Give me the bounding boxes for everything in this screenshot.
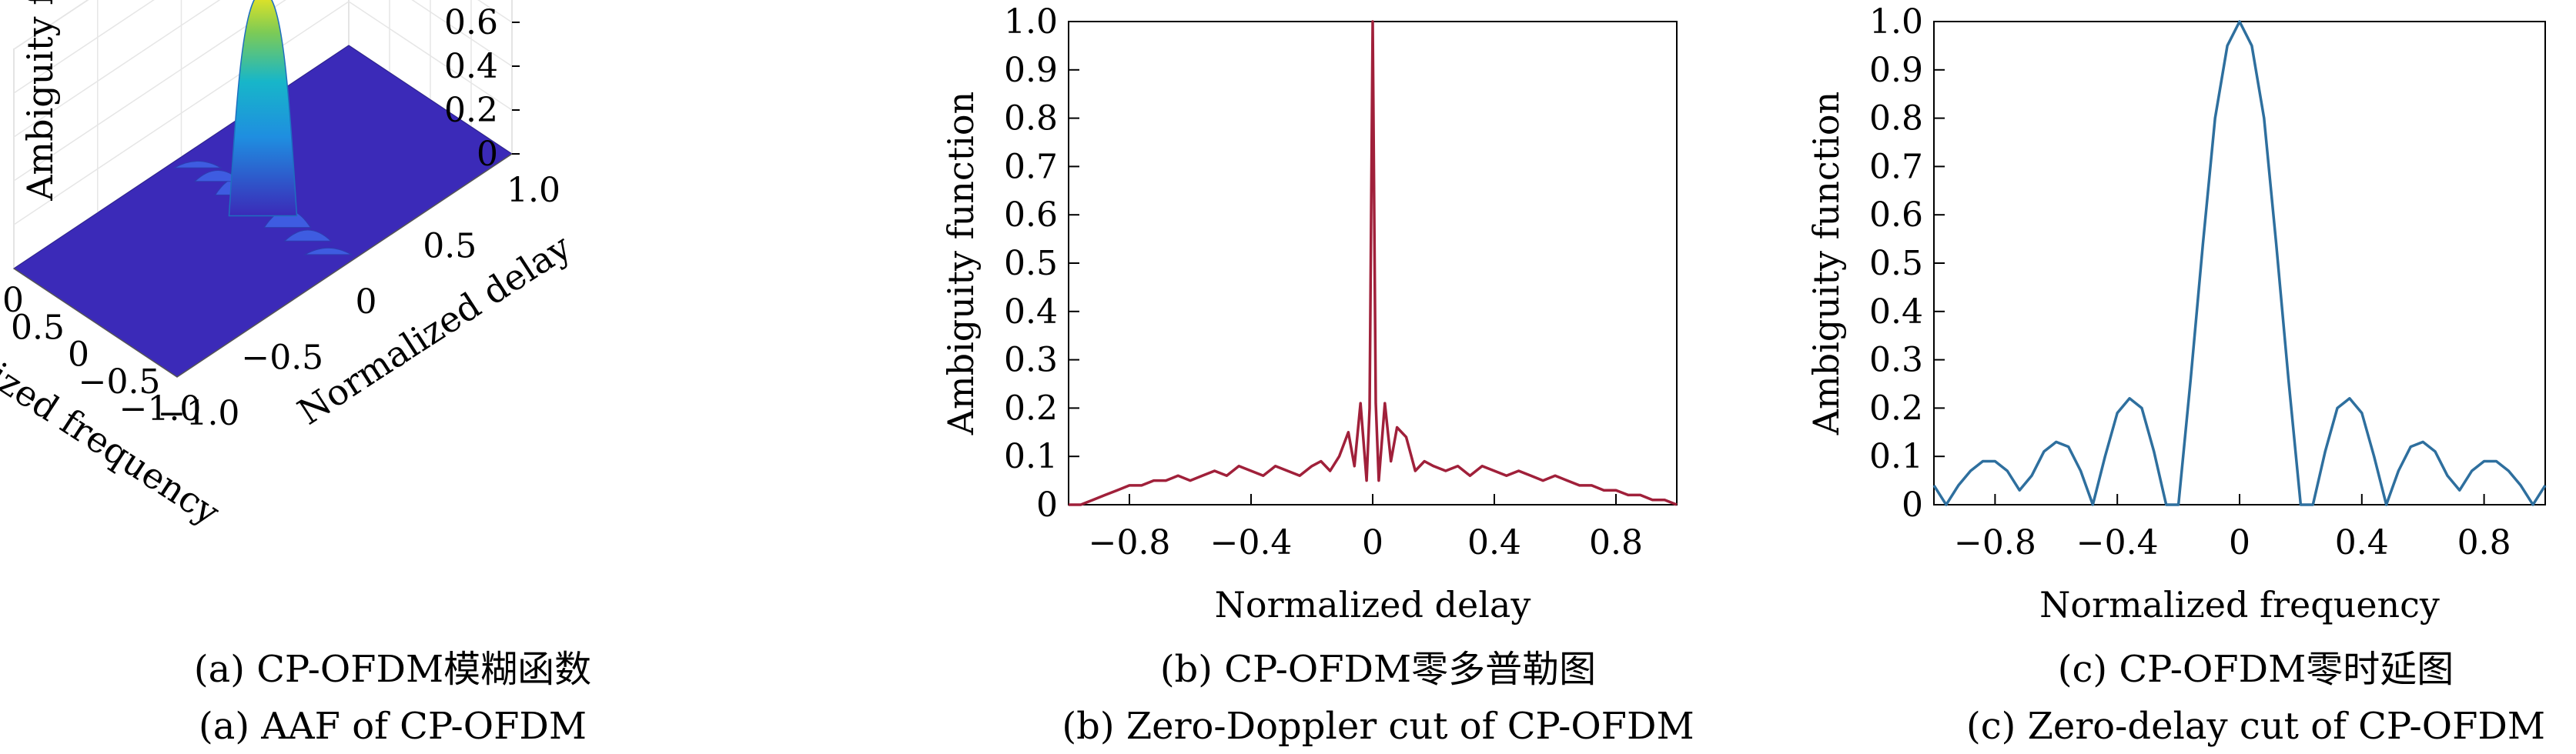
panel-a-xtick-label: −0.5 <box>79 362 161 402</box>
panel-a-ytick-label: −1.0 <box>158 394 240 433</box>
panel-b-xtick-label: 0.8 <box>1589 523 1643 562</box>
panel-a-ytick-label: −0.5 <box>241 339 323 378</box>
panel-a-ytick-label: 0.5 <box>423 227 477 266</box>
panel-a-grid-line <box>13 0 221 138</box>
panel-b-xtick-label: −0.4 <box>1210 523 1293 562</box>
panel-c-ytick-label: 0 <box>1902 485 1923 525</box>
panel-c-ytick-label: 0.4 <box>1869 292 1923 332</box>
panel-b-zero-doppler-chart: 1.0 0.9 0.8 0.7 0.6 0.5 0.4 0.3 0.2 0.1 0 −0.8 −0.4 0… <box>940 2 1678 626</box>
panel-c-xtick-label: 0.8 <box>2457 523 2511 562</box>
panel-a-sidelobe <box>172 161 222 168</box>
panel-b-xtick-label: 0.4 <box>1467 523 1521 562</box>
caption-b-en: (b) Zero-Doppler cut of CP-OFDM <box>1062 705 1694 748</box>
panel-b-series-line <box>1069 20 1678 506</box>
panel-c-ytick-label: 0.3 <box>1869 341 1923 380</box>
panel-b-yaxis-title: Ambiguity function <box>940 92 982 435</box>
panel-a-sidelobe <box>283 229 333 242</box>
panel-a-grid-line <box>411 0 513 67</box>
panel-a-ztick-label: 0.2 <box>444 91 498 130</box>
panel-a-ztick-label: 0 <box>477 135 498 174</box>
panel-c-series-line <box>1932 20 2547 506</box>
panel-c-ytick-label: 0.6 <box>1869 195 1923 235</box>
panel-a-grid-line <box>13 0 155 94</box>
panel-b-xtick-label: 0 <box>1362 523 1383 562</box>
panel-b-ytick-label: 1.0 <box>1004 2 1058 42</box>
panel-c-ytick-label: 0.1 <box>1869 437 1923 476</box>
panel-c-xtick-label: 0 <box>2229 523 2250 562</box>
panel-c-ytick-label: 0.8 <box>1869 99 1923 138</box>
panel-a-main-peak <box>228 0 298 217</box>
caption-a-en: (a) AAF of CP-OFDM <box>198 705 587 748</box>
panel-c-plot-frame <box>1933 21 2546 505</box>
panel-b-ytick-label: 0.9 <box>1004 51 1058 90</box>
caption-a-cn: (a) CP-OFDM模糊函数 <box>193 648 592 691</box>
panel-c-xtick-label: 0.4 <box>2335 523 2389 562</box>
panel-b-ytick-label: 0.8 <box>1004 99 1058 138</box>
caption-c-en: (c) Zero-delay cut of CP-OFDM <box>1965 705 2546 748</box>
panel-b-ytick-label: 0 <box>1036 485 1058 525</box>
panel-c-ytick-label: 0.9 <box>1869 51 1923 90</box>
panel-b-ytick-label: 0.2 <box>1004 389 1058 428</box>
panel-a-front-edge <box>13 153 513 378</box>
panel-b-ytick-label: 0.5 <box>1004 244 1058 283</box>
caption-c-cn: (c) CP-OFDM零时延图 <box>2057 648 2454 691</box>
panel-b-ytick-label: 0.7 <box>1004 147 1058 186</box>
panel-b-ytick-label: 0.6 <box>1004 195 1058 235</box>
panel-a-ztick-label: 0.4 <box>444 47 498 86</box>
panel-a-grid-line <box>13 0 286 182</box>
panel-c-ytick-label: 0.2 <box>1869 389 1923 428</box>
panel-b-ytick-label: 0.1 <box>1004 437 1058 476</box>
panel-a-grid-line <box>13 1 350 225</box>
panel-c-zero-delay-chart: 1.0 0.9 0.8 0.7 0.6 0.5 0.4 0.3 0.2 0.1 0 −0.8 −0.4 0… <box>1805 2 2547 626</box>
panel-a-ztick-label: 0.6 <box>444 3 498 42</box>
panel-a-ytick-label: 0 <box>356 282 377 322</box>
panel-b-ytick-label: 0.3 <box>1004 341 1058 380</box>
panel-c-xtick-label: −0.4 <box>2076 523 2159 562</box>
panel-a-grid-line <box>477 0 513 23</box>
panel-c-ytick-label: 1.0 <box>1869 2 1923 42</box>
caption-b-cn: (b) CP-OFDM零多普勒图 <box>1159 648 1597 691</box>
panel-c-yaxis-title: Ambiguity function <box>1805 92 1847 435</box>
panel-a-xtick-label: 0.5 <box>11 308 65 347</box>
panel-b-ytick-label: 0.4 <box>1004 292 1058 332</box>
panel-b-xtick-label: −0.8 <box>1089 523 1171 562</box>
panel-a-zaxis-title: Ambiguity function <box>19 0 61 202</box>
panel-a-xtick-label: 0 <box>68 335 89 375</box>
panel-c-ytick-label: 0.7 <box>1869 147 1923 186</box>
panel-a-sidelobe <box>303 247 353 255</box>
panel-a-ytick-label: 1.0 <box>507 171 560 210</box>
panel-c-ytick-label: 0.5 <box>1869 244 1923 283</box>
panel-a-grid-line <box>348 1 513 111</box>
panel-c-xaxis-title: Normalized frequency <box>2039 584 2440 626</box>
panel-a-grid-line <box>13 0 89 50</box>
panel-a-xtick-label: 1.0 <box>0 281 24 320</box>
panel-c-xtick-label: −0.8 <box>1954 523 2036 562</box>
panel-a-xtick-label: −1.0 <box>119 389 202 429</box>
panel-b-xaxis-title: Normalized delay <box>1215 584 1531 626</box>
